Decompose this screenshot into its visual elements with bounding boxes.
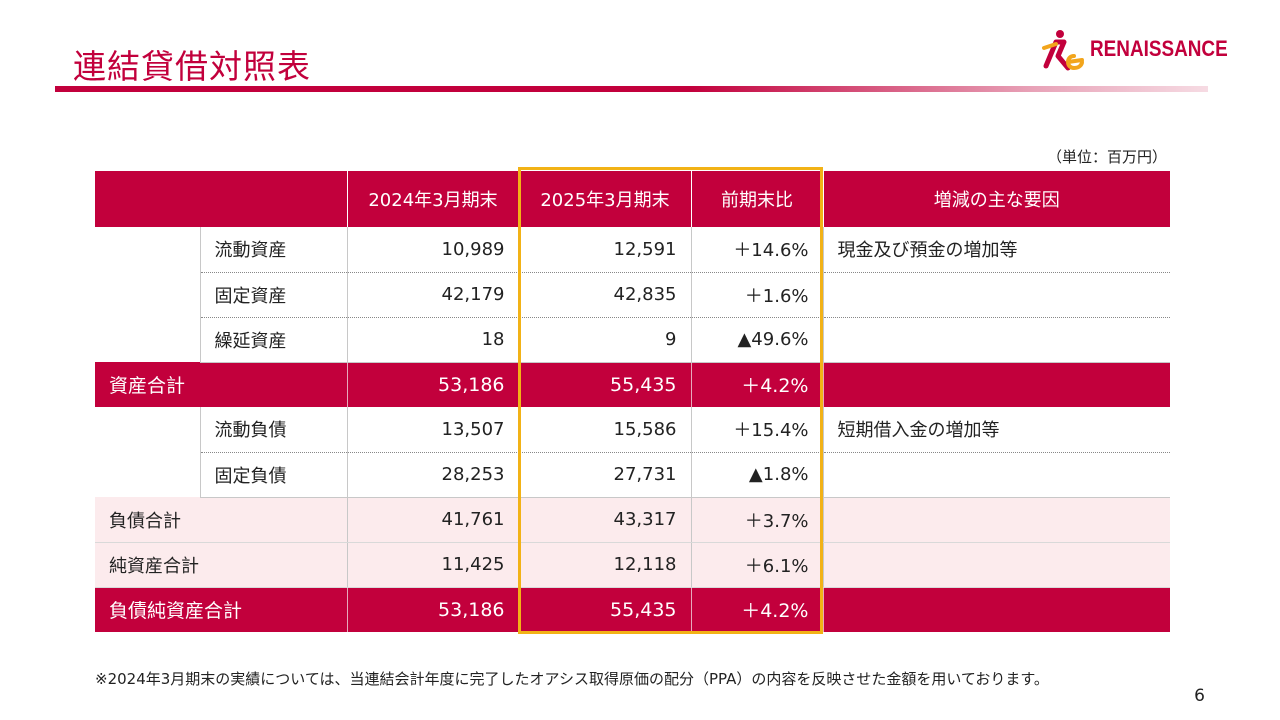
company-logo: RENAISSANCE — [1040, 24, 1250, 74]
page-title: 連結貸借対照表 — [73, 47, 311, 86]
value-2024: 10,989 — [347, 227, 520, 273]
value-2025: 9 — [519, 317, 692, 363]
value-2024: 53,186 — [347, 362, 520, 407]
table-row: 固定資産 42,179 42,835 ＋1.6% — [95, 272, 1170, 318]
value-2024: 18 — [347, 317, 520, 363]
footnote: ※2024年3月期末の実績については、当連結会計年度に完了したオアシス取得原価の… — [95, 670, 1049, 688]
row-label: 流動負債 — [200, 407, 348, 453]
value-2024: 42,179 — [347, 272, 520, 318]
change-value: ＋4.2% — [691, 362, 824, 407]
factor-text — [823, 452, 1170, 498]
factor-text — [823, 362, 1170, 407]
value-2025: 43,317 — [519, 497, 692, 543]
table-row-total: 負債純資産合計 53,186 55,435 ＋4.2% — [95, 587, 1170, 632]
row-label: 資産合計 — [95, 362, 348, 407]
table-row: 繰延資産 18 9 ▲49.6% — [95, 317, 1170, 363]
row-label: 固定負債 — [200, 452, 348, 498]
factor-text: 現金及び預金の増加等 — [823, 227, 1170, 273]
value-2025: 55,435 — [519, 587, 692, 632]
value-2025: 15,586 — [519, 407, 692, 453]
value-2024: 13,507 — [347, 407, 520, 453]
value-2024: 53,186 — [347, 587, 520, 632]
row-group-spacer — [95, 407, 201, 497]
renaissance-logo-icon — [1042, 30, 1084, 71]
table-row: 流動資産 10,989 12,591 ＋14.6% 現金及び預金の増加等 — [95, 227, 1170, 362]
row-label: 繰延資産 — [200, 317, 348, 363]
change-value: ＋1.6% — [691, 272, 824, 318]
row-label: 固定資産 — [200, 272, 348, 318]
row-label: 流動資産 — [200, 227, 348, 273]
change-value: ＋3.7% — [691, 497, 824, 543]
header-blank — [95, 171, 348, 227]
value-2024: 28,253 — [347, 452, 520, 498]
factor-text — [823, 542, 1170, 588]
title-underline — [55, 86, 1208, 92]
factor-text — [823, 317, 1170, 363]
factor-text — [823, 272, 1170, 318]
page-number: 6 — [1194, 686, 1205, 706]
row-group-spacer — [95, 227, 201, 362]
table-header-row: 2024年3月期末 2025年3月期末 前期末比 増減の主な要因 — [95, 171, 1170, 227]
value-2025: 42,835 — [519, 272, 692, 318]
change-value: ＋4.2% — [691, 587, 824, 632]
value-2024: 41,761 — [347, 497, 520, 543]
table-row-subtotal: 負債合計 41,761 43,317 ＋3.7% — [95, 497, 1170, 543]
value-2025: 27,731 — [519, 452, 692, 498]
value-2025: 12,591 — [519, 227, 692, 273]
header-fy2024: 2024年3月期末 — [347, 171, 520, 227]
row-label: 負債純資産合計 — [95, 587, 348, 632]
logo-text: RENAISSANCE — [1090, 36, 1228, 61]
change-value: ▲49.6% — [691, 317, 824, 363]
change-value: ＋15.4% — [691, 407, 824, 453]
row-label: 負債合計 — [95, 497, 348, 543]
factor-text: 短期借入金の増加等 — [823, 407, 1170, 453]
header-factors: 増減の主な要因 — [823, 171, 1170, 227]
header-fy2025: 2025年3月期末 — [519, 171, 692, 227]
balance-sheet-table: 2024年3月期末 2025年3月期末 前期末比 増減の主な要因 流動資産 10… — [95, 171, 1170, 632]
factor-text — [823, 587, 1170, 632]
table-row: 流動負債 13,507 15,586 ＋15.4% 短期借入金の増加等 — [95, 407, 1170, 497]
value-2025: 55,435 — [519, 362, 692, 407]
table-row: 固定負債 28,253 27,731 ▲1.8% — [95, 452, 1170, 498]
change-value: ＋6.1% — [691, 542, 824, 588]
unit-label: （単位：百万円） — [1046, 148, 1167, 166]
table-row-total: 資産合計 53,186 55,435 ＋4.2% — [95, 362, 1170, 407]
factor-text — [823, 497, 1170, 543]
change-value: ＋14.6% — [691, 227, 824, 273]
header-change: 前期末比 — [691, 171, 824, 227]
table-row-subtotal: 純資産合計 11,425 12,118 ＋6.1% — [95, 542, 1170, 588]
value-2024: 11,425 — [347, 542, 520, 588]
change-value: ▲1.8% — [691, 452, 824, 498]
row-label: 純資産合計 — [95, 542, 348, 588]
value-2025: 12,118 — [519, 542, 692, 588]
